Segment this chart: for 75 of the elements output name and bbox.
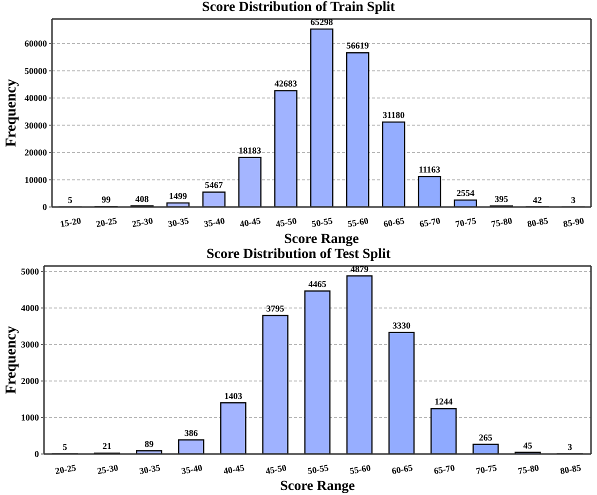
- y-tick-label: 40000: [24, 93, 48, 104]
- x-tick-label: 20-25: [54, 462, 78, 476]
- y-axis-title: Frequency: [3, 78, 20, 148]
- data-label: 5: [62, 442, 68, 452]
- x-tick-label: 40-45: [239, 216, 262, 230]
- x-tick-label: 25-30: [96, 462, 120, 476]
- data-label: 3330: [392, 320, 412, 330]
- x-tick-label: 85-90: [562, 216, 586, 230]
- data-label: 1403: [224, 390, 243, 401]
- x-tick-label: 30-35: [138, 462, 162, 476]
- data-label: 3795: [266, 303, 285, 314]
- y-tick-label: 5000: [21, 266, 40, 277]
- data-label: 1244: [434, 396, 454, 407]
- chart-title: Score Distribution of Train Split: [201, 0, 396, 16]
- x-tick-label: 55-60: [348, 462, 372, 476]
- y-tick-label: 4000: [21, 303, 40, 314]
- data-label: 31180: [382, 110, 406, 120]
- y-tick-label: 60000: [24, 38, 48, 49]
- x-tick-label: 50-55: [306, 462, 330, 476]
- data-label: 65298: [310, 17, 334, 28]
- x-tick-label: 35-40: [180, 462, 204, 476]
- data-label: 56619: [346, 40, 370, 51]
- data-label: 42: [532, 194, 542, 205]
- data-label: 408: [135, 194, 150, 204]
- x-tick-label: 30-35: [167, 216, 190, 230]
- x-tick-label: 20-25: [95, 216, 118, 230]
- y-tick-label: 0: [42, 202, 48, 212]
- x-tick-label: 65-70: [433, 462, 456, 476]
- data-label: 395: [494, 194, 509, 204]
- data-label: 89: [144, 438, 154, 449]
- y-axis-title: Frequency: [3, 325, 20, 394]
- x-tick-label: 70-75: [454, 216, 478, 230]
- data-label: 4879: [350, 264, 369, 274]
- x-tick-label: 55-60: [346, 216, 370, 230]
- x-axis-title: Score Range: [284, 232, 359, 247]
- data-label: 4465: [308, 279, 327, 290]
- x-tick-label: 35-40: [203, 216, 226, 230]
- x-tick-label: 45-50: [274, 216, 298, 230]
- data-label: 18183: [238, 145, 262, 156]
- x-tick-label: 60-65: [391, 462, 414, 476]
- y-tick-label: 30000: [24, 120, 48, 130]
- data-label: 3: [571, 194, 576, 205]
- y-tick-label: 2000: [21, 376, 40, 386]
- y-tick-label: 10000: [24, 174, 48, 185]
- data-label: 3: [568, 442, 573, 452]
- data-label: 2554: [456, 188, 475, 198]
- x-tick-label: 25-30: [131, 216, 154, 230]
- y-tick-label: 50000: [24, 66, 48, 76]
- x-tick-label: 50-55: [310, 216, 334, 230]
- data-label: 99: [102, 194, 112, 205]
- data-label: 5467: [204, 180, 224, 190]
- x-tick-label: 45-50: [264, 462, 288, 476]
- x-axis-title: Score Range: [280, 479, 355, 494]
- data-label: 265: [478, 432, 493, 442]
- x-tick-label: 65-70: [418, 216, 442, 230]
- x-tick-label: 80-85: [526, 216, 550, 230]
- data-label: 5: [68, 194, 73, 205]
- data-label: 11163: [418, 164, 441, 175]
- x-tick-label: 70-75: [475, 462, 498, 476]
- y-tick-label: 1000: [21, 412, 40, 423]
- x-tick-label: 15-20: [59, 216, 82, 230]
- data-label: 42683: [274, 78, 298, 89]
- y-tick-label: 3000: [21, 340, 40, 350]
- y-tick-label: 0: [34, 449, 40, 460]
- x-tick-label: 40-45: [222, 462, 246, 476]
- data-label: 21: [102, 441, 112, 452]
- y-tick-label: 20000: [24, 148, 48, 158]
- data-label: 1499: [168, 190, 188, 201]
- x-tick-label: 80-85: [559, 462, 582, 476]
- chart-title: Score Distribution of Test Split: [205, 247, 392, 263]
- data-label: 45: [523, 440, 533, 450]
- data-label: 386: [184, 428, 198, 438]
- x-tick-label: 75-80: [490, 216, 514, 230]
- x-tick-label: 60-65: [382, 216, 406, 230]
- x-tick-label: 75-80: [517, 462, 540, 476]
